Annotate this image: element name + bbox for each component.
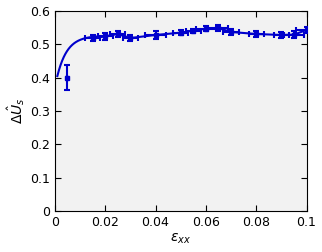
Y-axis label: $\Delta\hat{U}_s$: $\Delta\hat{U}_s$ xyxy=(5,98,27,124)
X-axis label: $\epsilon_{xx}$: $\epsilon_{xx}$ xyxy=(170,232,191,246)
